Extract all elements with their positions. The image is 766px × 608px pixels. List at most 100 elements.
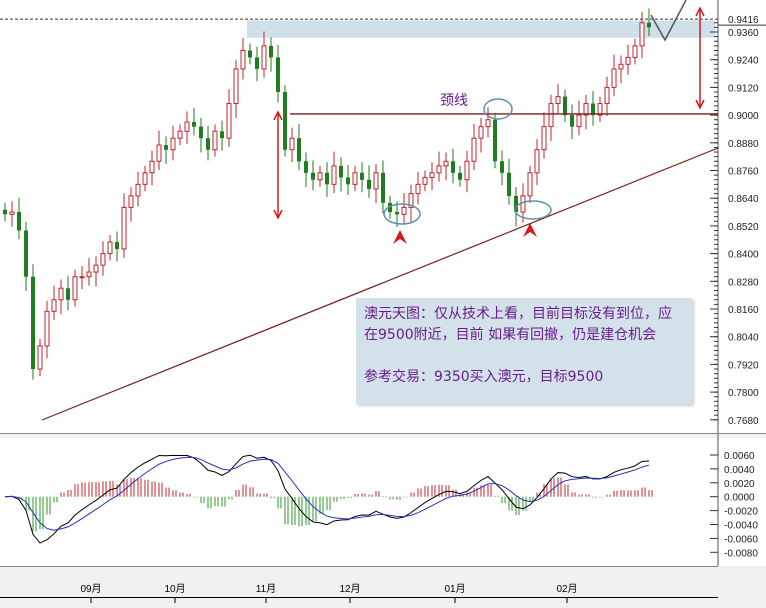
candle-body	[367, 179, 371, 189]
candle-body	[121, 206, 127, 250]
candle-body	[226, 103, 232, 139]
candle-body	[563, 96, 567, 116]
candle-body	[647, 22, 651, 28]
candle-body	[58, 287, 64, 301]
candle-body	[514, 195, 518, 213]
candle-body	[79, 276, 85, 279]
candle-body	[115, 242, 119, 249]
candle-body	[625, 56, 631, 65]
height-arrow-right-heads	[695, 6, 705, 110]
candle-body	[436, 165, 442, 174]
candle-body	[429, 172, 435, 178]
candle-body	[135, 183, 141, 197]
up-arrow-marker	[523, 223, 537, 237]
candle-body	[458, 172, 462, 180]
macd-tick-label: 0.0000	[724, 493, 755, 504]
price-tick-label: 0.9120	[728, 83, 759, 94]
candle-body	[3, 209, 7, 215]
time-tick-label: 09月	[80, 583, 101, 595]
signal-line	[4, 456, 650, 531]
candle-body	[255, 57, 259, 69]
candle-body	[289, 137, 295, 151]
price-tick-label: 0.9000	[728, 111, 759, 122]
candle-body	[507, 172, 511, 196]
candle-body	[464, 160, 470, 181]
macd-tick-label: -0.0060	[724, 534, 758, 545]
candle-body	[170, 137, 176, 151]
candle-body	[240, 49, 246, 70]
macd-tick-label: -0.0080	[724, 548, 758, 559]
price-tick-label: 0.7680	[728, 416, 759, 427]
time-tick-label: 月	[0, 583, 1, 595]
candle-body	[485, 119, 491, 128]
current-price-label: 0.9416	[728, 15, 759, 26]
candle-body	[100, 253, 106, 266]
candle-body	[261, 45, 267, 70]
candle-body	[422, 176, 428, 185]
resistance-band	[247, 20, 715, 38]
candle-body	[331, 165, 337, 185]
candle-body	[283, 92, 287, 150]
candle-body	[276, 57, 280, 93]
candle-body	[493, 119, 497, 162]
candle-body	[17, 212, 21, 231]
candle-body	[415, 183, 421, 195]
price-tick-label: 0.8520	[728, 222, 759, 233]
macd-line	[4, 454, 650, 544]
candle-body	[451, 161, 455, 173]
candle-body	[212, 130, 218, 151]
candle-body	[107, 241, 113, 255]
candle-body	[527, 172, 533, 197]
projection-path	[650, 0, 687, 42]
highlight-ellipse	[514, 200, 552, 220]
candle-body	[534, 149, 540, 174]
macd-tick-label: 0.0040	[724, 465, 755, 476]
candle-body	[31, 276, 35, 370]
price-tick-label: 0.8280	[728, 277, 759, 288]
time-tick-label: 11月	[256, 583, 276, 595]
price-tick-label: 0.9240	[728, 56, 759, 67]
candle-body	[51, 299, 57, 312]
candle-body	[570, 115, 574, 127]
candle-body	[93, 264, 99, 273]
candle-body	[618, 63, 624, 70]
macd-tick-label: -0.0020	[724, 507, 758, 518]
candle-body	[72, 276, 78, 301]
price-tick-label: 0.8400	[728, 250, 759, 261]
candle-body	[317, 172, 323, 181]
macd-tick-label: -0.0040	[724, 521, 758, 532]
price-tick-label: 0.8160	[728, 305, 759, 316]
candle-body	[142, 172, 148, 185]
candle-body	[576, 114, 582, 128]
candle-body	[381, 172, 385, 203]
candle-body	[352, 172, 358, 185]
macd-axis-panel	[718, 438, 766, 566]
candle-body	[520, 195, 526, 213]
analysis-note: 澳元天图：仅从技术上看，目前目标没有到位，应在9500附近，目前 如果有回撤，仍…	[356, 298, 692, 404]
candle-body	[177, 130, 183, 139]
candle-body	[541, 126, 547, 151]
candle-body	[44, 310, 50, 347]
candle-body	[206, 138, 210, 150]
price-tick-label: 0.8880	[728, 139, 759, 150]
candle-body	[37, 345, 43, 370]
candle-body	[199, 126, 203, 139]
candle-body	[233, 68, 239, 105]
candle-body	[500, 161, 504, 173]
price-tick-label: 0.7800	[728, 388, 759, 399]
candle-body	[86, 271, 92, 278]
macd-panel	[0, 438, 718, 566]
macd-tick-label: 0.0020	[724, 479, 755, 490]
trendline	[41, 147, 719, 421]
candle-body	[325, 172, 329, 185]
candle-body	[443, 160, 449, 167]
time-tick-label: 10月	[164, 583, 185, 595]
candle-body	[471, 137, 477, 162]
candle-body	[408, 193, 414, 208]
time-tick-label: 01月	[444, 583, 465, 595]
candle-body	[360, 172, 364, 180]
candle-body	[388, 202, 392, 213]
candle-body	[164, 145, 168, 150]
highlight-ellipse	[383, 203, 421, 225]
candle-body	[597, 103, 603, 116]
